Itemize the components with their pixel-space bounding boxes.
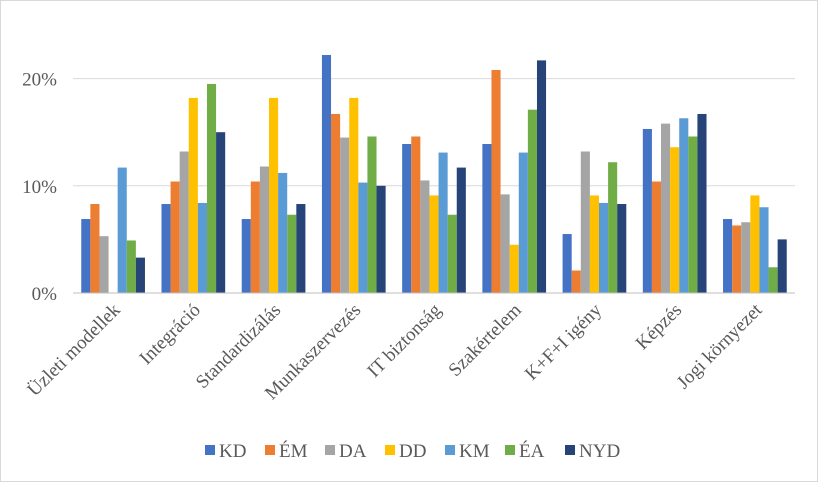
legend-item-NYD: NYD	[565, 441, 620, 462]
bar-KD-8	[723, 219, 733, 293]
bar-ÉA-0	[126, 240, 136, 293]
bar-DD-5	[509, 244, 519, 293]
x-tick-label: Képzés	[632, 300, 686, 354]
bar-NYD-3	[376, 185, 386, 293]
bar-KM-5	[518, 152, 528, 293]
bar-DA-1	[179, 151, 189, 293]
legend-swatch	[445, 445, 455, 455]
legend-swatch	[205, 445, 215, 455]
x-tick-label: Jogi környezet	[673, 299, 767, 393]
bar-ÉA-8	[768, 267, 778, 293]
legend-item-ÉA: ÉA	[505, 440, 545, 462]
bar-KD-7	[642, 128, 652, 293]
bar-ÉM-1	[170, 181, 180, 293]
bar-KD-5	[482, 143, 492, 293]
bar-DA-8	[741, 222, 751, 293]
legend-item-KD: KD	[205, 441, 246, 462]
bar-NYD-8	[777, 239, 787, 293]
bar-KM-3	[358, 182, 368, 293]
legend-item-DD: DD	[385, 441, 426, 462]
bar-DD-8	[750, 195, 760, 293]
bar-KM-6	[598, 202, 609, 293]
bar-DD-7	[670, 147, 680, 293]
bar-ÉM-4	[411, 136, 421, 293]
y-tick-label: 0%	[32, 284, 58, 305]
bar-KM-1	[197, 202, 207, 293]
legend-swatch	[565, 445, 575, 455]
bar-ÉA-4	[447, 214, 457, 293]
x-tick-label: Integráció	[136, 300, 205, 369]
legend-label: NYD	[579, 441, 620, 462]
bar-ÉM-0	[90, 204, 100, 293]
bar-KD-6	[562, 234, 572, 293]
legend-label: DD	[399, 441, 426, 462]
bar-KM-2	[278, 172, 288, 293]
bar-DD-2	[269, 97, 279, 294]
legend-label: ÉA	[519, 440, 545, 462]
legend-swatch	[265, 445, 275, 455]
x-axis-tick-labels: Üzleti modellek IntegrációStandardizálásM…	[24, 299, 767, 404]
y-axis-tick-labels: 0% 10% 20%	[22, 70, 57, 305]
bar-KD-3	[321, 55, 332, 293]
legend-label: KD	[219, 441, 246, 462]
bar-KD-4	[402, 143, 412, 293]
legend-swatch	[325, 445, 335, 455]
bar-ÉA-1	[206, 83, 217, 294]
legend-item-KM: KM	[445, 441, 490, 462]
bar-ÉM-2	[250, 181, 260, 293]
bar-ÉM-5	[491, 70, 501, 294]
bar-KD-2	[241, 219, 251, 293]
bar-NYD-5	[536, 60, 547, 293]
bar-DD-3	[349, 97, 359, 294]
x-tick-label: K+F+I igény	[521, 299, 606, 384]
bar-NYD-1	[216, 132, 226, 293]
bar-KM-0	[117, 167, 127, 293]
bar-KM-7	[679, 118, 689, 293]
bar-DA-3	[340, 137, 350, 293]
bar-NYD-2	[296, 204, 306, 293]
x-tick-label: IT biztonság	[363, 299, 445, 381]
bar-KM-4	[438, 152, 448, 293]
legend-item-DA: DA	[325, 441, 367, 462]
bar-ÉA-5	[527, 109, 537, 293]
bar-ÉM-3	[331, 113, 341, 293]
bar-ÉM-7	[651, 181, 662, 293]
bar-NYD-6	[617, 204, 627, 293]
bar-ÉA-6	[608, 162, 618, 293]
bar-DD-4	[429, 195, 439, 293]
bars	[81, 55, 787, 294]
legend: KD ÉM DA DD KM ÉA NYD	[205, 440, 620, 462]
bar-ÉA-3	[367, 136, 377, 293]
legend-label: ÉM	[279, 440, 308, 462]
bar-KD-1	[161, 204, 171, 293]
bar-ÉM-8	[732, 225, 742, 293]
legend-swatch	[505, 445, 515, 455]
bar-DD-6	[589, 195, 599, 293]
bar-DD-1	[188, 97, 198, 294]
bar-DA-4	[420, 180, 430, 293]
bar-DA-0	[99, 236, 109, 293]
legend-item-ÉM: ÉM	[265, 440, 308, 462]
bar-DA-5	[500, 194, 510, 293]
bar-NYD-0	[135, 257, 145, 293]
x-tick-label: Szakértelem	[445, 300, 526, 381]
bar-NYD-4	[456, 167, 466, 293]
bar-KD-0	[81, 219, 91, 293]
legend-label: KM	[459, 441, 490, 462]
bar-ÉM-6	[571, 270, 581, 293]
legend-swatch	[385, 445, 395, 455]
bar-DA-6	[580, 151, 590, 293]
bar-DA-7	[661, 123, 671, 294]
y-tick-label: 10%	[22, 177, 57, 198]
bar-NYD-7	[697, 113, 707, 293]
bar-KM-8	[759, 207, 769, 293]
y-tick-label: 20%	[22, 70, 57, 91]
x-tick-label: Üzleti modellek	[24, 299, 125, 400]
bar-ÉA-7	[688, 136, 698, 293]
bar-DA-2	[259, 166, 270, 293]
legend-label: DA	[339, 441, 367, 462]
bar-ÉA-2	[287, 214, 297, 293]
